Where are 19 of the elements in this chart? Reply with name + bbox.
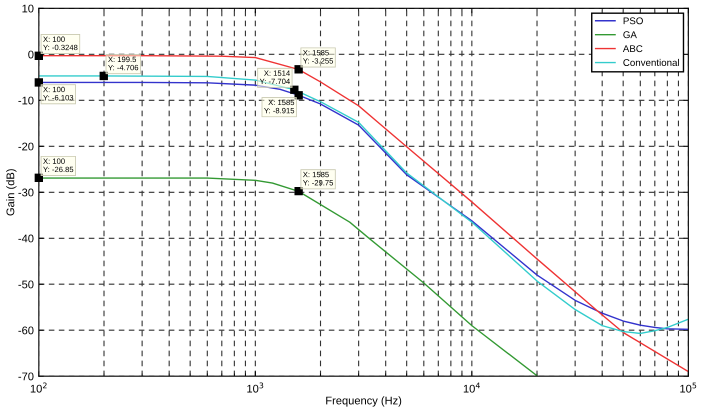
y-tick-label: -20 bbox=[18, 142, 34, 150]
x-tick-label: 10$^{4}$ bbox=[464, 382, 480, 393]
y-tick-label: -60 bbox=[18, 326, 34, 334]
y-tick-label: -30 bbox=[18, 188, 34, 196]
x-tick-label: 10$^{5}$ bbox=[680, 382, 696, 393]
x-tick-label: 10$^{2}$ bbox=[30, 382, 47, 393]
y-tick-label: -50 bbox=[18, 280, 34, 288]
legend-label: GA bbox=[623, 31, 637, 38]
x-tick-label: 10$^{3}$ bbox=[247, 382, 264, 393]
y-axis-title: Gain (dB) bbox=[6, 169, 17, 216]
legend-label: PSO bbox=[624, 17, 643, 24]
y-tick-label: -10 bbox=[18, 96, 34, 104]
y-tick-label: -70 bbox=[18, 372, 34, 380]
y-tick-label: 0 bbox=[28, 50, 34, 58]
legend-label: Conventional bbox=[623, 58, 679, 66]
y-tick-label: -40 bbox=[18, 234, 34, 242]
legend-label: ABC bbox=[622, 45, 642, 52]
y-tick-label: 10 bbox=[22, 4, 34, 12]
x-axis-title: Frequency (Hz) bbox=[326, 396, 402, 407]
